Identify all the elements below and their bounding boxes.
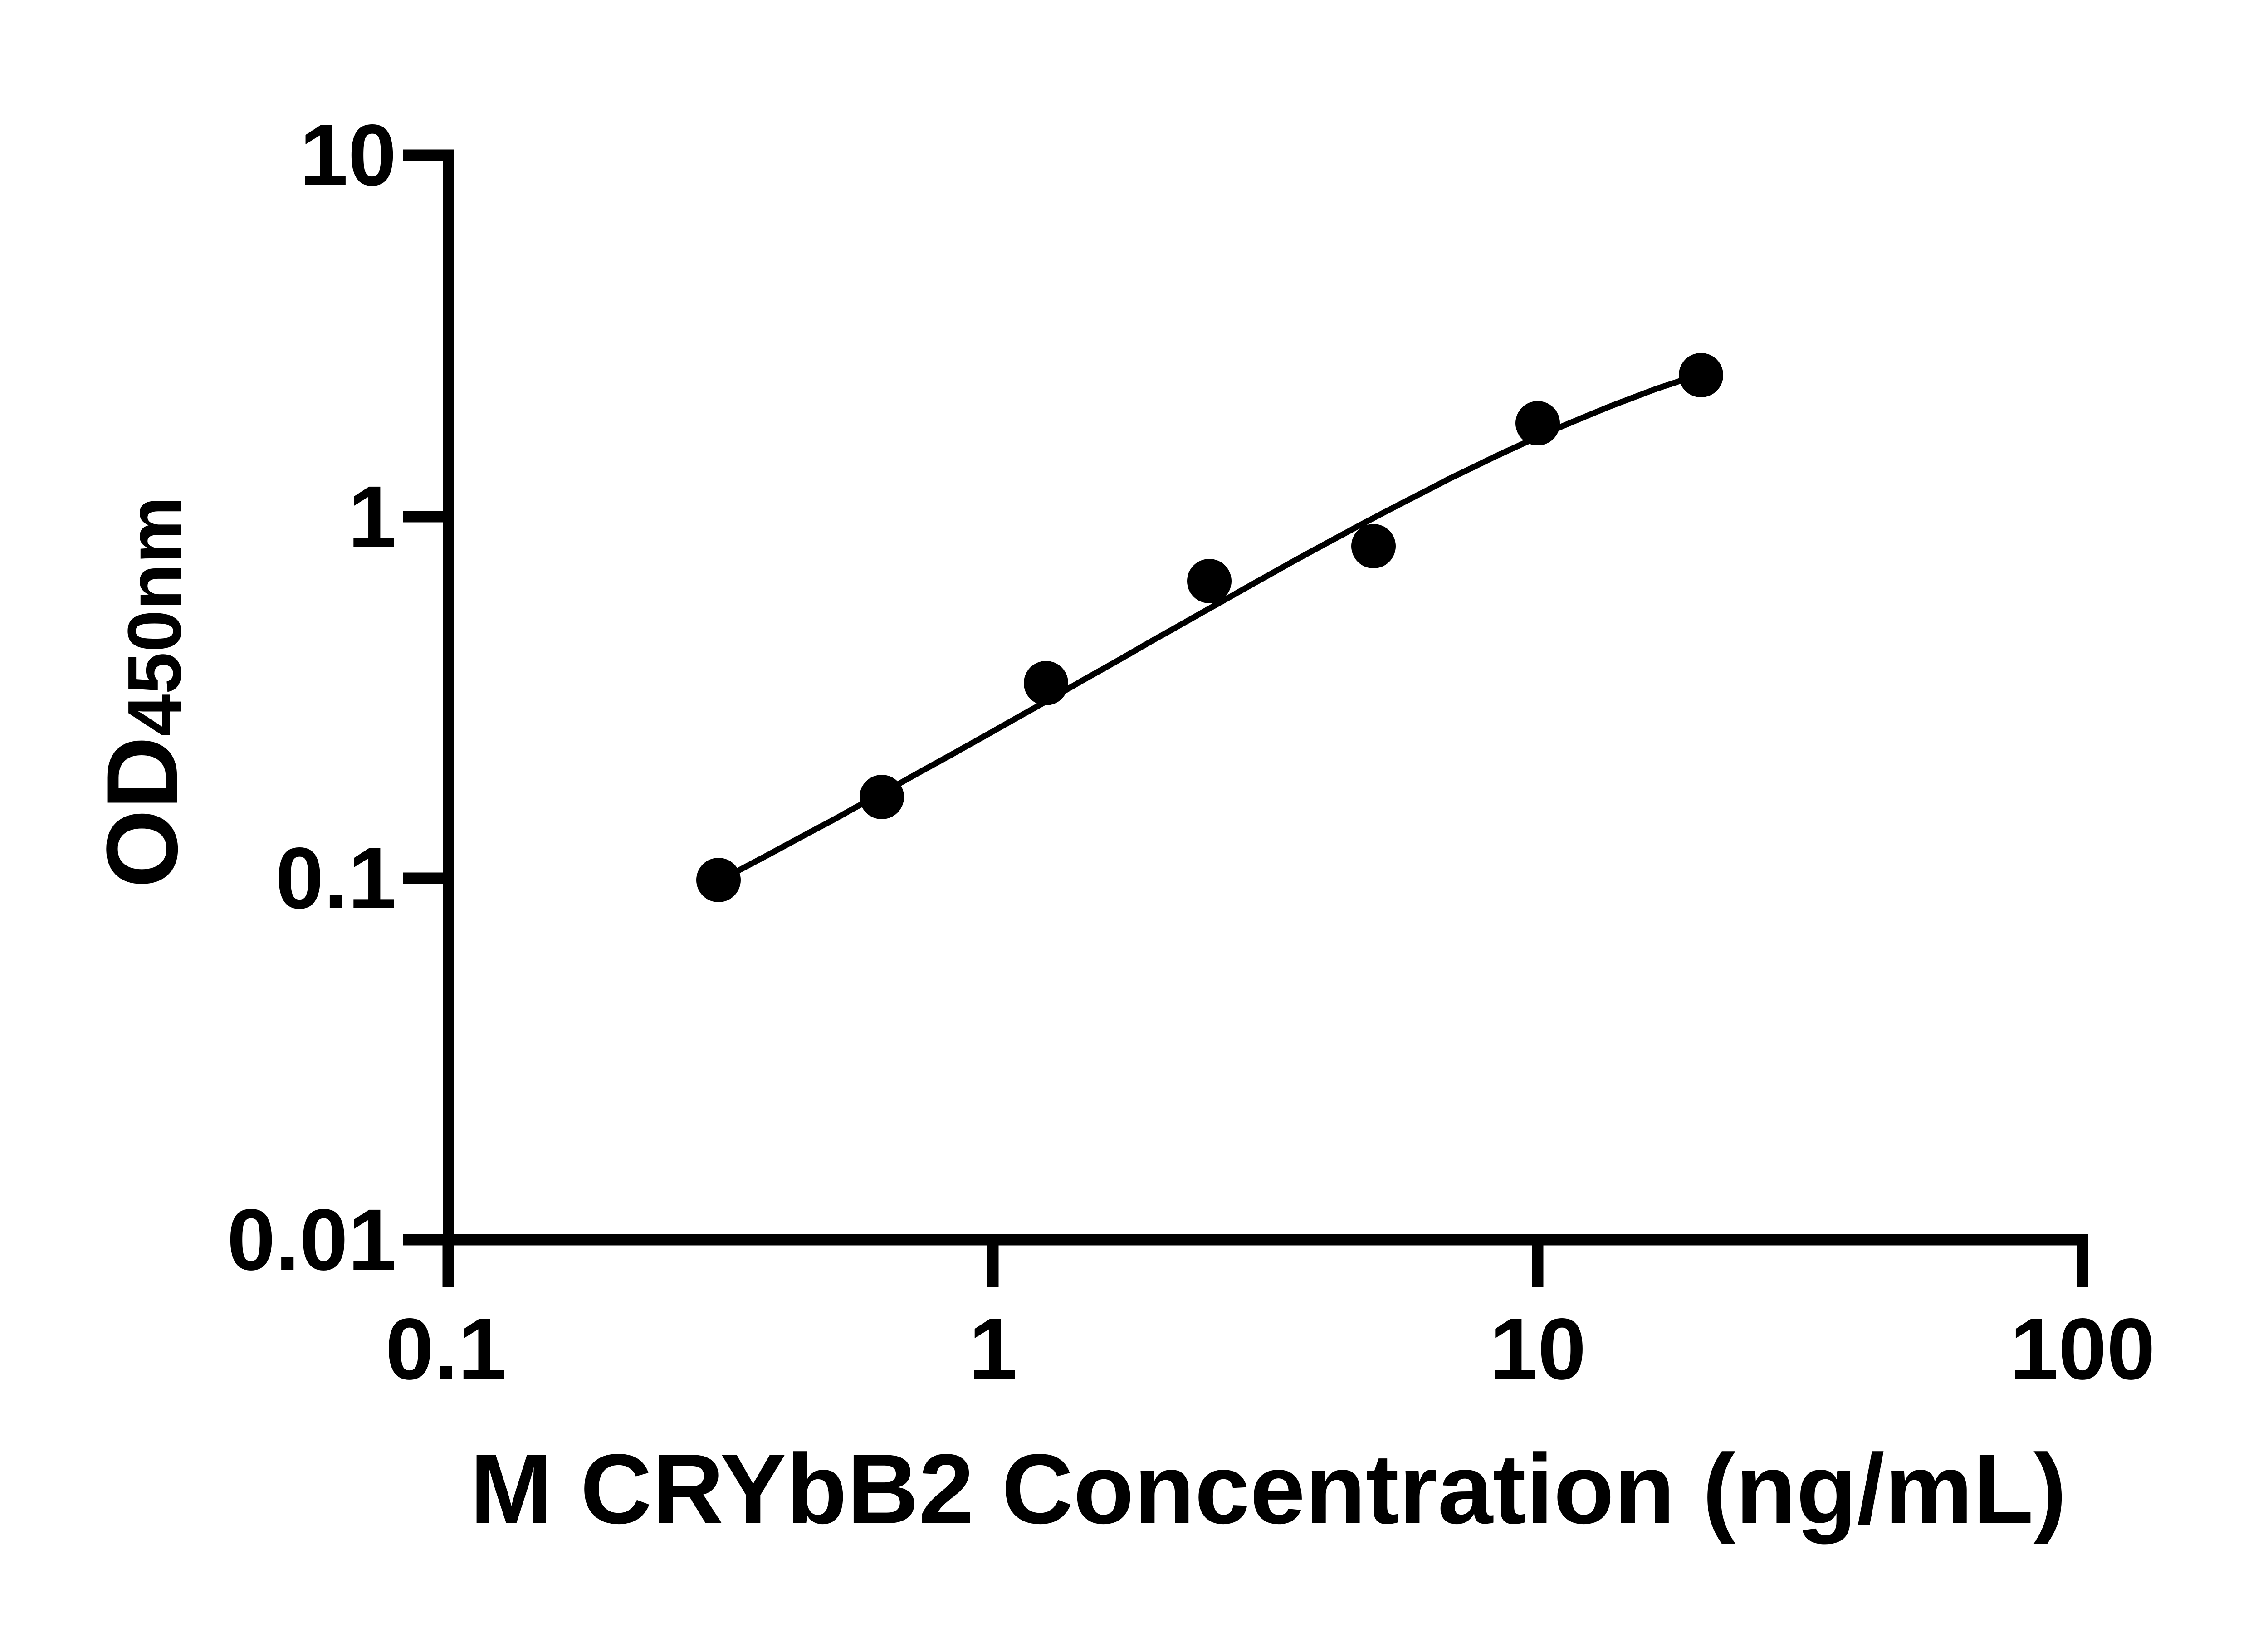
svg-text:0.1: 0.1	[386, 1300, 507, 1398]
svg-text:1: 1	[348, 468, 396, 565]
svg-text:0.1: 0.1	[275, 829, 396, 927]
svg-text:100: 100	[2010, 1300, 2155, 1398]
svg-text:10: 10	[299, 106, 396, 204]
svg-text:0.01: 0.01	[227, 1191, 396, 1288]
svg-text:M CRYbB2 Concentration (ng/mL): M CRYbB2 Concentration (ng/mL)	[470, 1434, 2067, 1545]
svg-text:OD450nm: OD450nm	[86, 496, 199, 888]
svg-text:10: 10	[1489, 1300, 1586, 1398]
svg-text:1: 1	[969, 1300, 1017, 1398]
